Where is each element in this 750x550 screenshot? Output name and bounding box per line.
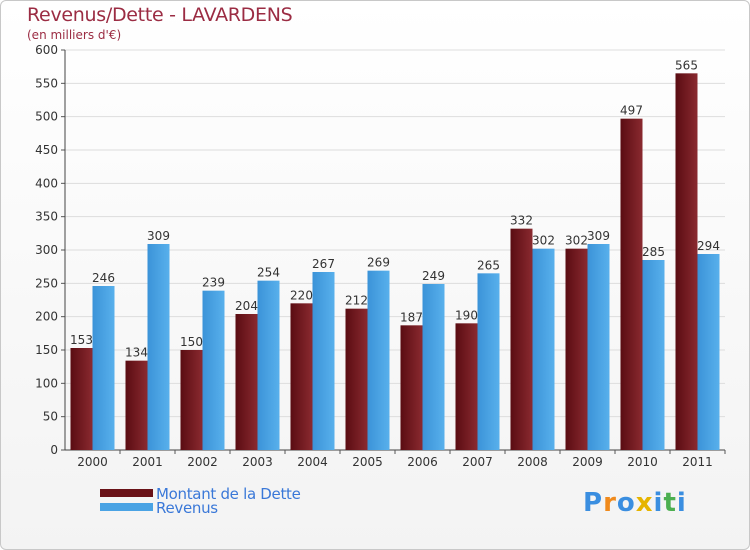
y-tick-label: 450 <box>35 143 58 157</box>
grid-lines <box>65 49 725 451</box>
y-tick-label: 0 <box>50 443 58 457</box>
value-label-revenus: 302 <box>532 234 555 248</box>
value-label-revenus: 254 <box>257 266 280 280</box>
bar-dette <box>620 118 643 451</box>
value-label-dette: 153 <box>70 333 93 347</box>
bar-dette <box>400 325 423 450</box>
logo-letter: t <box>663 488 677 518</box>
value-label-dette: 187 <box>400 310 423 324</box>
x-tick-label: 2005 <box>352 455 383 469</box>
x-tick-label: 2009 <box>572 455 603 469</box>
value-label-revenus: 267 <box>312 257 335 271</box>
logo-letter: i <box>653 488 664 518</box>
bar-revenus <box>697 254 720 450</box>
x-tick-label: 2007 <box>462 455 493 469</box>
bar-dette <box>235 314 258 450</box>
bar-revenus <box>92 286 115 450</box>
value-label-dette: 190 <box>455 308 478 322</box>
bar-dette <box>70 348 93 450</box>
value-label-dette: 204 <box>235 299 258 313</box>
y-tick-label: 550 <box>35 76 58 90</box>
logo-letter: P <box>583 488 604 518</box>
bar-revenus <box>477 273 500 450</box>
value-label-dette: 565 <box>675 58 698 72</box>
bar-dette <box>455 323 478 450</box>
legend-label-revenus: Revenus <box>156 499 218 517</box>
value-label-dette: 150 <box>180 335 203 349</box>
logo-letter: o <box>616 488 636 518</box>
bar-revenus <box>532 248 555 450</box>
value-label-revenus: 285 <box>642 245 665 259</box>
x-tick-label: 2001 <box>132 455 163 469</box>
bar-dette <box>565 248 588 450</box>
bar-revenus <box>367 270 390 450</box>
x-tick-label: 2003 <box>242 455 273 469</box>
value-label-revenus: 294 <box>697 239 720 253</box>
bars <box>70 73 720 451</box>
y-tick-label: 300 <box>35 243 58 257</box>
bar-revenus <box>642 260 665 450</box>
x-tick-label: 2000 <box>77 455 108 469</box>
bar-dette <box>180 350 203 450</box>
x-tick-label: 2004 <box>297 455 328 469</box>
x-tick-label: 2002 <box>187 455 218 469</box>
y-tick-label: 400 <box>35 176 58 190</box>
legend-swatch-dette <box>100 489 153 497</box>
y-tick-label: 600 <box>35 43 58 57</box>
bar-revenus <box>422 284 445 450</box>
value-label-revenus: 309 <box>147 229 170 243</box>
bar-dette <box>345 308 368 450</box>
value-label-revenus: 239 <box>202 276 225 290</box>
value-label-dette: 332 <box>510 214 533 228</box>
y-tick-label: 150 <box>35 343 58 357</box>
value-label-revenus: 246 <box>92 271 115 285</box>
value-label-dette: 212 <box>345 294 368 308</box>
labels: 153 246 134 309 150 239 204 254 220 267 212 269 187 2… <box>70 58 720 359</box>
y-tick-label: 100 <box>35 376 58 390</box>
legend-swatch-revenus <box>100 503 153 511</box>
bar-dette <box>510 228 533 450</box>
y-tick-label: 200 <box>35 310 58 324</box>
axes: 0 50 100 150 200 250 300 350 400 450 500 550 600 2000… <box>35 43 726 469</box>
bar-dette <box>675 73 698 450</box>
bar-revenus <box>257 280 280 450</box>
legend-label-dette: Montant de la Dette <box>156 485 301 503</box>
proxiti-logo: Proxiti <box>583 488 687 518</box>
chart-subtitle: (en milliers d'€) <box>27 28 122 42</box>
bar-revenus <box>147 244 170 450</box>
value-label-dette: 220 <box>290 288 313 302</box>
bar-dette <box>290 303 313 450</box>
bar-dette <box>125 360 148 450</box>
y-tick-label: 350 <box>35 210 58 224</box>
value-label-revenus: 309 <box>587 229 610 243</box>
logo-letter: x <box>635 488 654 518</box>
value-label-dette: 497 <box>620 104 643 118</box>
value-label-revenus: 249 <box>422 269 445 283</box>
value-label-dette: 134 <box>125 346 148 360</box>
bar-revenus <box>587 244 610 450</box>
y-tick-label: 250 <box>35 276 58 290</box>
x-tick-label: 2010 <box>627 455 658 469</box>
value-label-dette: 302 <box>565 234 588 248</box>
y-tick-label: 500 <box>35 110 58 124</box>
chart-title: Revenus/Dette - LAVARDENS <box>27 4 293 26</box>
y-tick-label: 50 <box>43 410 58 424</box>
x-tick-label: 2011 <box>682 455 713 469</box>
x-tick-label: 2006 <box>407 455 438 469</box>
bar-revenus <box>202 290 225 450</box>
bar-revenus <box>312 272 335 450</box>
value-label-revenus: 269 <box>367 256 390 270</box>
value-label-revenus: 265 <box>477 258 500 272</box>
x-tick-label: 2008 <box>517 455 548 469</box>
logo-letter: r <box>603 488 617 518</box>
logo-letter: i <box>676 488 687 518</box>
